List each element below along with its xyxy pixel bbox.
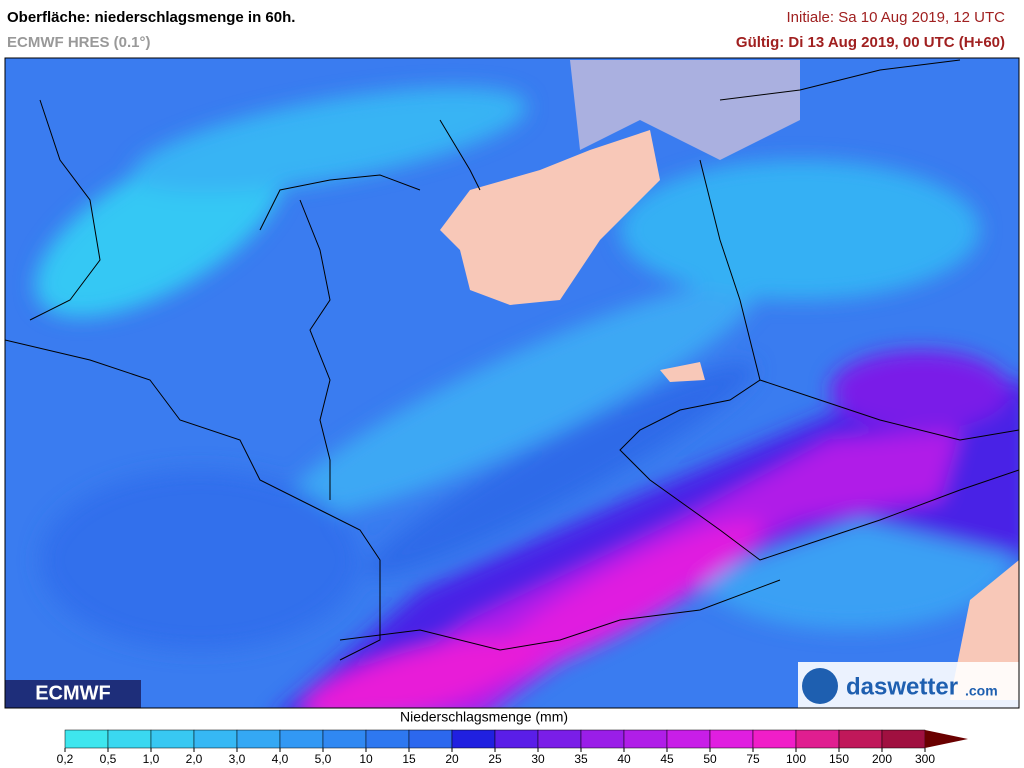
- colorbar-tick-label: 40: [617, 752, 631, 766]
- valid-time: Gültig: Di 13 Aug 2019, 00 UTC (H+60): [736, 34, 1005, 51]
- colorbar-bin: [322, 729, 367, 749]
- border-line: [299, 199, 331, 500]
- daswetter-logo-suffix: .com: [965, 683, 998, 699]
- colorbar-bin: [408, 729, 453, 749]
- colorbar-bin: [881, 729, 926, 749]
- precip-area: [40, 470, 360, 650]
- colorbar-arrow: [925, 730, 968, 748]
- colorbar-tick-label: 2,0: [186, 752, 203, 766]
- ecmwf-logo-text: ECMWF: [35, 682, 111, 704]
- colorbar-bin: [580, 729, 625, 749]
- precip-area: [830, 350, 1010, 430]
- colorbar-tick-label: 45: [660, 752, 674, 766]
- colorbar-tick-label: 25: [488, 752, 502, 766]
- dry-area: [440, 130, 660, 305]
- colorbar-bin: [494, 729, 539, 749]
- border-line: [339, 579, 781, 651]
- daswetter-icon: [802, 668, 838, 704]
- legend-label: Niederschlagsmenge (mm): [400, 709, 568, 725]
- colorbar-bin: [537, 729, 582, 749]
- colorbar-bin: [236, 729, 281, 749]
- map-title: Oberfläche: niederschlagsmenge in 60h.: [7, 9, 295, 26]
- coastline: [29, 99, 101, 321]
- colorbar-tick-label: 5,0: [315, 752, 332, 766]
- colorbar-bin: [150, 729, 195, 749]
- colorbar-bin: [64, 729, 109, 749]
- colorbar-bin: [795, 729, 840, 749]
- model-name: ECMWF HRES (0.1°): [7, 34, 151, 51]
- border-line: [5, 339, 381, 661]
- coastline: [259, 174, 421, 231]
- colorbar-tick-label: 150: [829, 752, 849, 766]
- colorbar: 0,2 0,5 1,0 2,0 3,0 4,0 5,0 10 15 20 25 30 35 40 45 50 7…: [57, 729, 968, 766]
- colorbar-tick-label: 15: [402, 752, 416, 766]
- colorbar-tick-label: 200: [872, 752, 892, 766]
- colorbar-tick-label: 75: [746, 752, 760, 766]
- border-line: [759, 379, 1019, 441]
- precip-area: [132, 87, 528, 193]
- colorbar-bin: [107, 729, 152, 749]
- colorbar-bin: [279, 729, 324, 749]
- precip-area: [283, 282, 757, 518]
- colorbar-tick-label: 0,5: [100, 752, 117, 766]
- colorbar-bin: [623, 729, 668, 749]
- colorbar-tick-label: 20: [445, 752, 459, 766]
- colorbar-tick-label: 0,2: [57, 752, 74, 766]
- colorbar-bin: [365, 729, 410, 749]
- colorbar-tick-label: 300: [915, 752, 935, 766]
- dry-area: [660, 362, 705, 382]
- init-time: Initiale: Sa 10 Aug 2019, 12 UTC: [787, 9, 1006, 26]
- colorbar-tick-label: 1,0: [143, 752, 160, 766]
- map-frame: [4, 57, 1020, 709]
- precip-area: [478, 520, 762, 680]
- precip-area: [620, 160, 980, 300]
- colorbar-tick-label: 35: [574, 752, 588, 766]
- precip-area: [365, 363, 755, 577]
- colorbar-bin: [193, 729, 238, 749]
- colorbar-bin: [709, 729, 754, 749]
- colorbar-bin: [752, 729, 797, 749]
- colorbar-tick-label: 4,0: [272, 752, 289, 766]
- map: ECMWF daswetter .com: [5, 58, 1019, 708]
- dry-area: [570, 60, 800, 160]
- colorbar-tick-label: 100: [786, 752, 806, 766]
- colorbar-tick-label: 50: [703, 752, 717, 766]
- colorbar-bin: [666, 729, 711, 749]
- colorbar-tick-label: 30: [531, 752, 545, 766]
- precip-area: [303, 637, 537, 708]
- coastline: [719, 59, 961, 101]
- precip-field: [35, 87, 1019, 708]
- colorbar-bin: [838, 729, 883, 749]
- colorbar-tick-label: 3,0: [229, 752, 246, 766]
- daswetter-logo-text: daswetter: [846, 673, 958, 700]
- border-line: [619, 159, 1019, 561]
- border-line: [439, 119, 481, 191]
- ecmwf-logo: [5, 680, 141, 708]
- colorbar-bin: [451, 729, 496, 749]
- borders: [5, 59, 1019, 661]
- colorbar-tick-label: 10: [359, 752, 373, 766]
